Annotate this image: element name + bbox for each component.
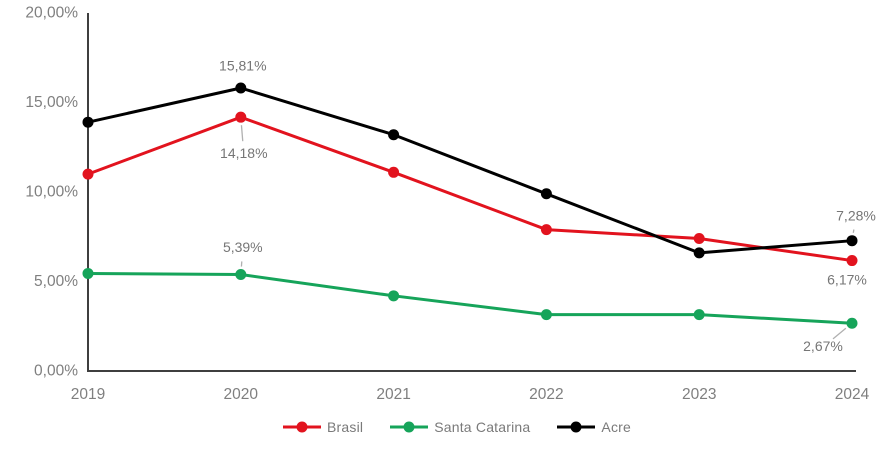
x-tick-label: 2023	[682, 386, 716, 403]
data-label-leader	[240, 125, 244, 142]
data-label-leader	[832, 327, 847, 340]
chart-legend: Brasil Santa Catarina Acre	[14, 419, 886, 435]
data-label: 15,81%	[219, 58, 266, 74]
data-point-santa-catarina-2019	[82, 267, 94, 279]
data-label: 6,17%	[827, 271, 867, 287]
y-tick-label: 20,00%	[25, 5, 78, 22]
data-label: 5,39%	[223, 239, 263, 255]
legend-item-acre: Acre	[557, 419, 631, 435]
y-tick-label: 10,00%	[25, 184, 78, 201]
legend-label: Santa Catarina	[434, 419, 531, 435]
legend-item-brasil: Brasil	[282, 419, 364, 435]
data-label-leader	[852, 229, 855, 233]
data-point-brasil-2019	[82, 168, 94, 180]
x-tick-label: 2022	[529, 386, 563, 403]
data-point-acre-2022	[540, 188, 552, 200]
x-tick-label: 2019	[71, 386, 105, 403]
data-label: 2,67%	[803, 338, 843, 354]
x-tick-label: 2020	[224, 386, 259, 403]
plot-area: 0,00% 5,00% 10,00% 15,00% 20,00% 2019 2020 2021…	[25, 5, 876, 404]
data-point-santa-catarina-2024	[846, 317, 858, 329]
series-line-santa-catarina	[86, 271, 854, 325]
data-point-brasil-2022	[540, 224, 552, 236]
data-point-acre-2021	[388, 129, 400, 141]
data-point-brasil-2023	[693, 233, 705, 245]
data-point-brasil-2021	[388, 166, 400, 178]
data-point-santa-catarina-2020	[235, 269, 247, 281]
series-line-brasil	[86, 115, 854, 263]
x-tick-label: 2021	[376, 386, 410, 403]
data-point-santa-catarina-2022	[540, 309, 552, 321]
x-tick-label: 2024	[835, 386, 870, 403]
legend-marker-icon	[390, 421, 429, 433]
y-tick-label: 15,00%	[25, 94, 78, 111]
data-point-acre-2023	[693, 247, 705, 259]
legend-marker-icon	[282, 421, 321, 433]
data-label: 7,28%	[836, 207, 876, 223]
legend-marker-icon	[557, 421, 596, 433]
data-label: 14,18%	[220, 145, 267, 161]
data-point-acre-2020	[235, 82, 247, 94]
legend-item-santa-catarina: Santa Catarina	[390, 419, 530, 435]
data-point-brasil-2020	[235, 111, 247, 123]
data-point-acre-2019	[82, 116, 94, 128]
data-point-santa-catarina-2023	[693, 309, 705, 321]
y-tick-label: 0,00%	[34, 363, 78, 380]
data-point-acre-2024	[846, 235, 858, 247]
series-line-acre	[86, 86, 854, 255]
legend-label: Acre	[601, 419, 631, 435]
legend-label: Brasil	[326, 419, 364, 435]
data-point-brasil-2024	[846, 255, 858, 267]
data-point-santa-catarina-2021	[388, 290, 400, 302]
y-tick-label: 5,00%	[34, 273, 78, 290]
